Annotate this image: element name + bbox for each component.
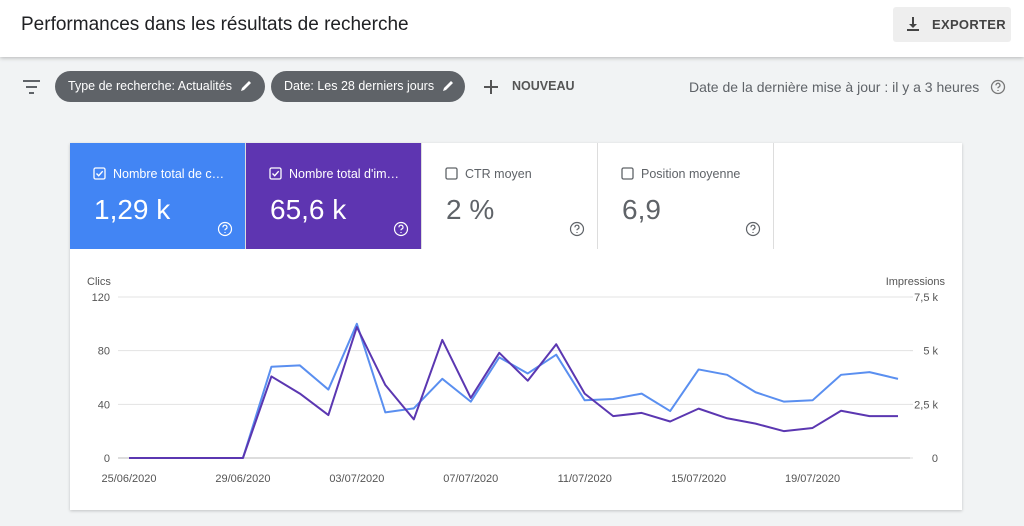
metric-icons (93, 167, 233, 237)
metric-card[interactable]: Nombre total de c… 1,29 k (70, 143, 246, 249)
metric-icons (621, 167, 761, 237)
help-mark (222, 224, 228, 233)
help-icon (745, 221, 761, 237)
metric-value: 2 % (446, 194, 495, 225)
header-bar: Performances dans les résultats de reche… (0, 0, 1024, 57)
plus-icon[interactable] (483, 79, 499, 95)
metric-label: Position moyenne (641, 167, 741, 181)
export-button[interactable]: EXPORTER (893, 7, 1011, 42)
metric-card[interactable]: CTR moyen 2 % (422, 143, 598, 249)
metric-value: 65,6 k (270, 194, 347, 225)
metric-label: Nombre total de c… (113, 167, 225, 181)
download-icon (907, 17, 919, 31)
checkbox (621, 167, 634, 180)
help-icon[interactable] (990, 79, 1006, 95)
metric-label: Nombre total d'im… (289, 167, 400, 181)
metric-icons (445, 167, 585, 237)
metric-value: 1,29 k (94, 194, 171, 225)
filter-chip[interactable]: Type de recherche: Actualités (55, 71, 265, 102)
metric-value: 6,9 (622, 194, 661, 225)
new-filter-button[interactable]: NOUVEAU (512, 79, 575, 93)
last-update: Date de la dernière mise à jour : il y a… (689, 79, 980, 95)
metric-card[interactable]: Nombre total d'im… 65,6 k (246, 143, 422, 249)
checkmark (96, 170, 104, 177)
filter-chip[interactable]: Date: Les 28 derniers jours (271, 71, 465, 102)
checkbox (93, 167, 106, 180)
page-title: Performances dans les résultats de reche… (21, 14, 409, 35)
filter-icon[interactable] (22, 78, 42, 96)
help-icon (569, 221, 585, 237)
help-mark (574, 224, 580, 233)
checkmark (272, 170, 280, 177)
metric-card[interactable]: Position moyenne 6,9 (598, 143, 774, 249)
help-icon (217, 221, 233, 237)
edit-icon (241, 81, 251, 91)
help-icon (393, 221, 409, 237)
checkbox (445, 167, 458, 180)
metric-icons (269, 167, 409, 237)
checkbox (269, 167, 282, 180)
export-label: EXPORTER (932, 17, 1006, 32)
edit-icon (443, 81, 453, 91)
help-mark (398, 224, 404, 233)
help-mark (750, 224, 756, 233)
metric-label: CTR moyen (465, 167, 532, 181)
chip-label: Type de recherche: Actualités (68, 79, 232, 93)
chip-label: Date: Les 28 derniers jours (284, 79, 435, 93)
